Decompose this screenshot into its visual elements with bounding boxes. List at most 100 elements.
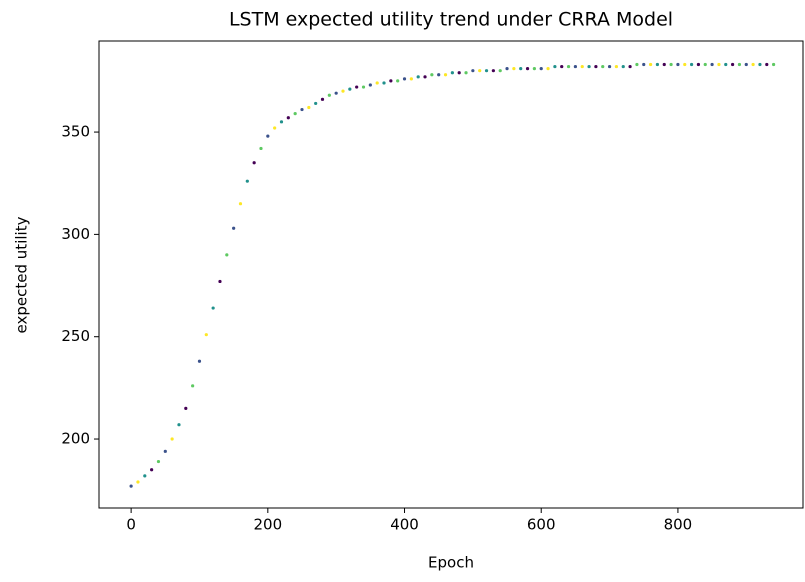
point bbox=[471, 69, 475, 73]
point bbox=[594, 64, 598, 69]
point bbox=[382, 81, 386, 85]
point bbox=[252, 161, 256, 165]
point bbox=[334, 91, 338, 95]
point bbox=[245, 179, 249, 183]
point bbox=[211, 306, 215, 310]
point bbox=[689, 62, 694, 67]
point bbox=[662, 62, 666, 67]
point bbox=[320, 97, 325, 101]
x-tick-label: 400 bbox=[390, 516, 419, 534]
point bbox=[184, 406, 188, 410]
point bbox=[443, 73, 448, 77]
point bbox=[279, 120, 284, 124]
point bbox=[314, 101, 318, 106]
point bbox=[361, 85, 366, 89]
point bbox=[416, 75, 420, 79]
point bbox=[655, 62, 660, 67]
point bbox=[484, 69, 489, 73]
point bbox=[129, 484, 133, 488]
x-tick-label: 200 bbox=[254, 516, 283, 534]
point bbox=[348, 87, 352, 91]
point bbox=[772, 62, 776, 67]
point bbox=[573, 64, 577, 69]
point bbox=[163, 449, 167, 453]
point bbox=[703, 62, 707, 67]
point bbox=[430, 73, 434, 77]
point bbox=[628, 64, 632, 69]
point bbox=[136, 480, 140, 484]
point bbox=[341, 89, 345, 93]
y-tick-label: 200 bbox=[61, 430, 90, 448]
point bbox=[607, 64, 612, 69]
point bbox=[505, 67, 509, 71]
point bbox=[642, 62, 646, 67]
point bbox=[375, 81, 379, 85]
point bbox=[450, 71, 454, 75]
point bbox=[266, 134, 270, 138]
point bbox=[150, 468, 154, 472]
point bbox=[396, 79, 400, 83]
point bbox=[512, 67, 516, 71]
point bbox=[307, 105, 311, 110]
point bbox=[423, 75, 427, 79]
point bbox=[532, 67, 536, 71]
point bbox=[765, 62, 769, 67]
point bbox=[758, 62, 762, 67]
point bbox=[409, 77, 413, 81]
point bbox=[286, 116, 290, 120]
point bbox=[238, 202, 243, 206]
y-tick-label: 300 bbox=[61, 225, 90, 243]
point bbox=[737, 62, 742, 67]
point bbox=[293, 112, 297, 116]
point bbox=[225, 253, 229, 257]
x-tick-label: 0 bbox=[126, 516, 136, 534]
point bbox=[683, 62, 687, 67]
point bbox=[614, 64, 619, 69]
point bbox=[566, 64, 571, 69]
point bbox=[368, 83, 372, 87]
point bbox=[744, 62, 748, 67]
point bbox=[710, 62, 714, 67]
point bbox=[669, 62, 673, 67]
point bbox=[478, 69, 482, 73]
point bbox=[539, 67, 543, 71]
point bbox=[232, 226, 236, 230]
point bbox=[553, 64, 557, 69]
point bbox=[273, 126, 277, 130]
point bbox=[389, 79, 393, 83]
point bbox=[218, 279, 222, 284]
point bbox=[143, 474, 147, 478]
point bbox=[601, 64, 605, 69]
point bbox=[560, 64, 564, 69]
point bbox=[580, 64, 584, 69]
x-axis-label: Epoch bbox=[428, 554, 474, 572]
point bbox=[457, 71, 461, 75]
y-axis-label: expected utility bbox=[13, 216, 31, 333]
point bbox=[156, 459, 161, 464]
point bbox=[751, 62, 755, 67]
point bbox=[437, 73, 441, 77]
x-tick-label: 600 bbox=[527, 516, 556, 534]
point bbox=[327, 93, 331, 97]
point bbox=[491, 69, 495, 73]
point bbox=[676, 62, 680, 67]
point bbox=[498, 69, 502, 73]
point bbox=[635, 62, 639, 67]
plot-frame bbox=[98, 40, 804, 509]
point bbox=[402, 77, 407, 81]
chart-title: LSTM expected utility trend under CRRA M… bbox=[229, 9, 673, 31]
point bbox=[648, 62, 653, 67]
point bbox=[519, 67, 523, 71]
point bbox=[621, 64, 625, 69]
point bbox=[717, 62, 721, 67]
y-tick-label: 250 bbox=[61, 327, 90, 345]
point bbox=[197, 359, 202, 363]
point bbox=[177, 423, 181, 427]
point bbox=[724, 62, 728, 67]
point bbox=[204, 333, 208, 337]
y-tick-label: 350 bbox=[61, 123, 90, 141]
point bbox=[546, 67, 550, 71]
point bbox=[191, 384, 195, 388]
x-tick-label: 800 bbox=[664, 516, 693, 534]
